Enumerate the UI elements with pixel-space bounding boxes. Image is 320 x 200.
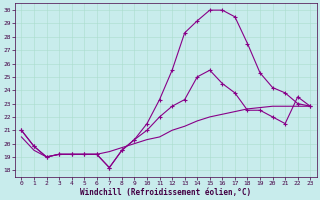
X-axis label: Windchill (Refroidissement éolien,°C): Windchill (Refroidissement éolien,°C)	[80, 188, 252, 197]
